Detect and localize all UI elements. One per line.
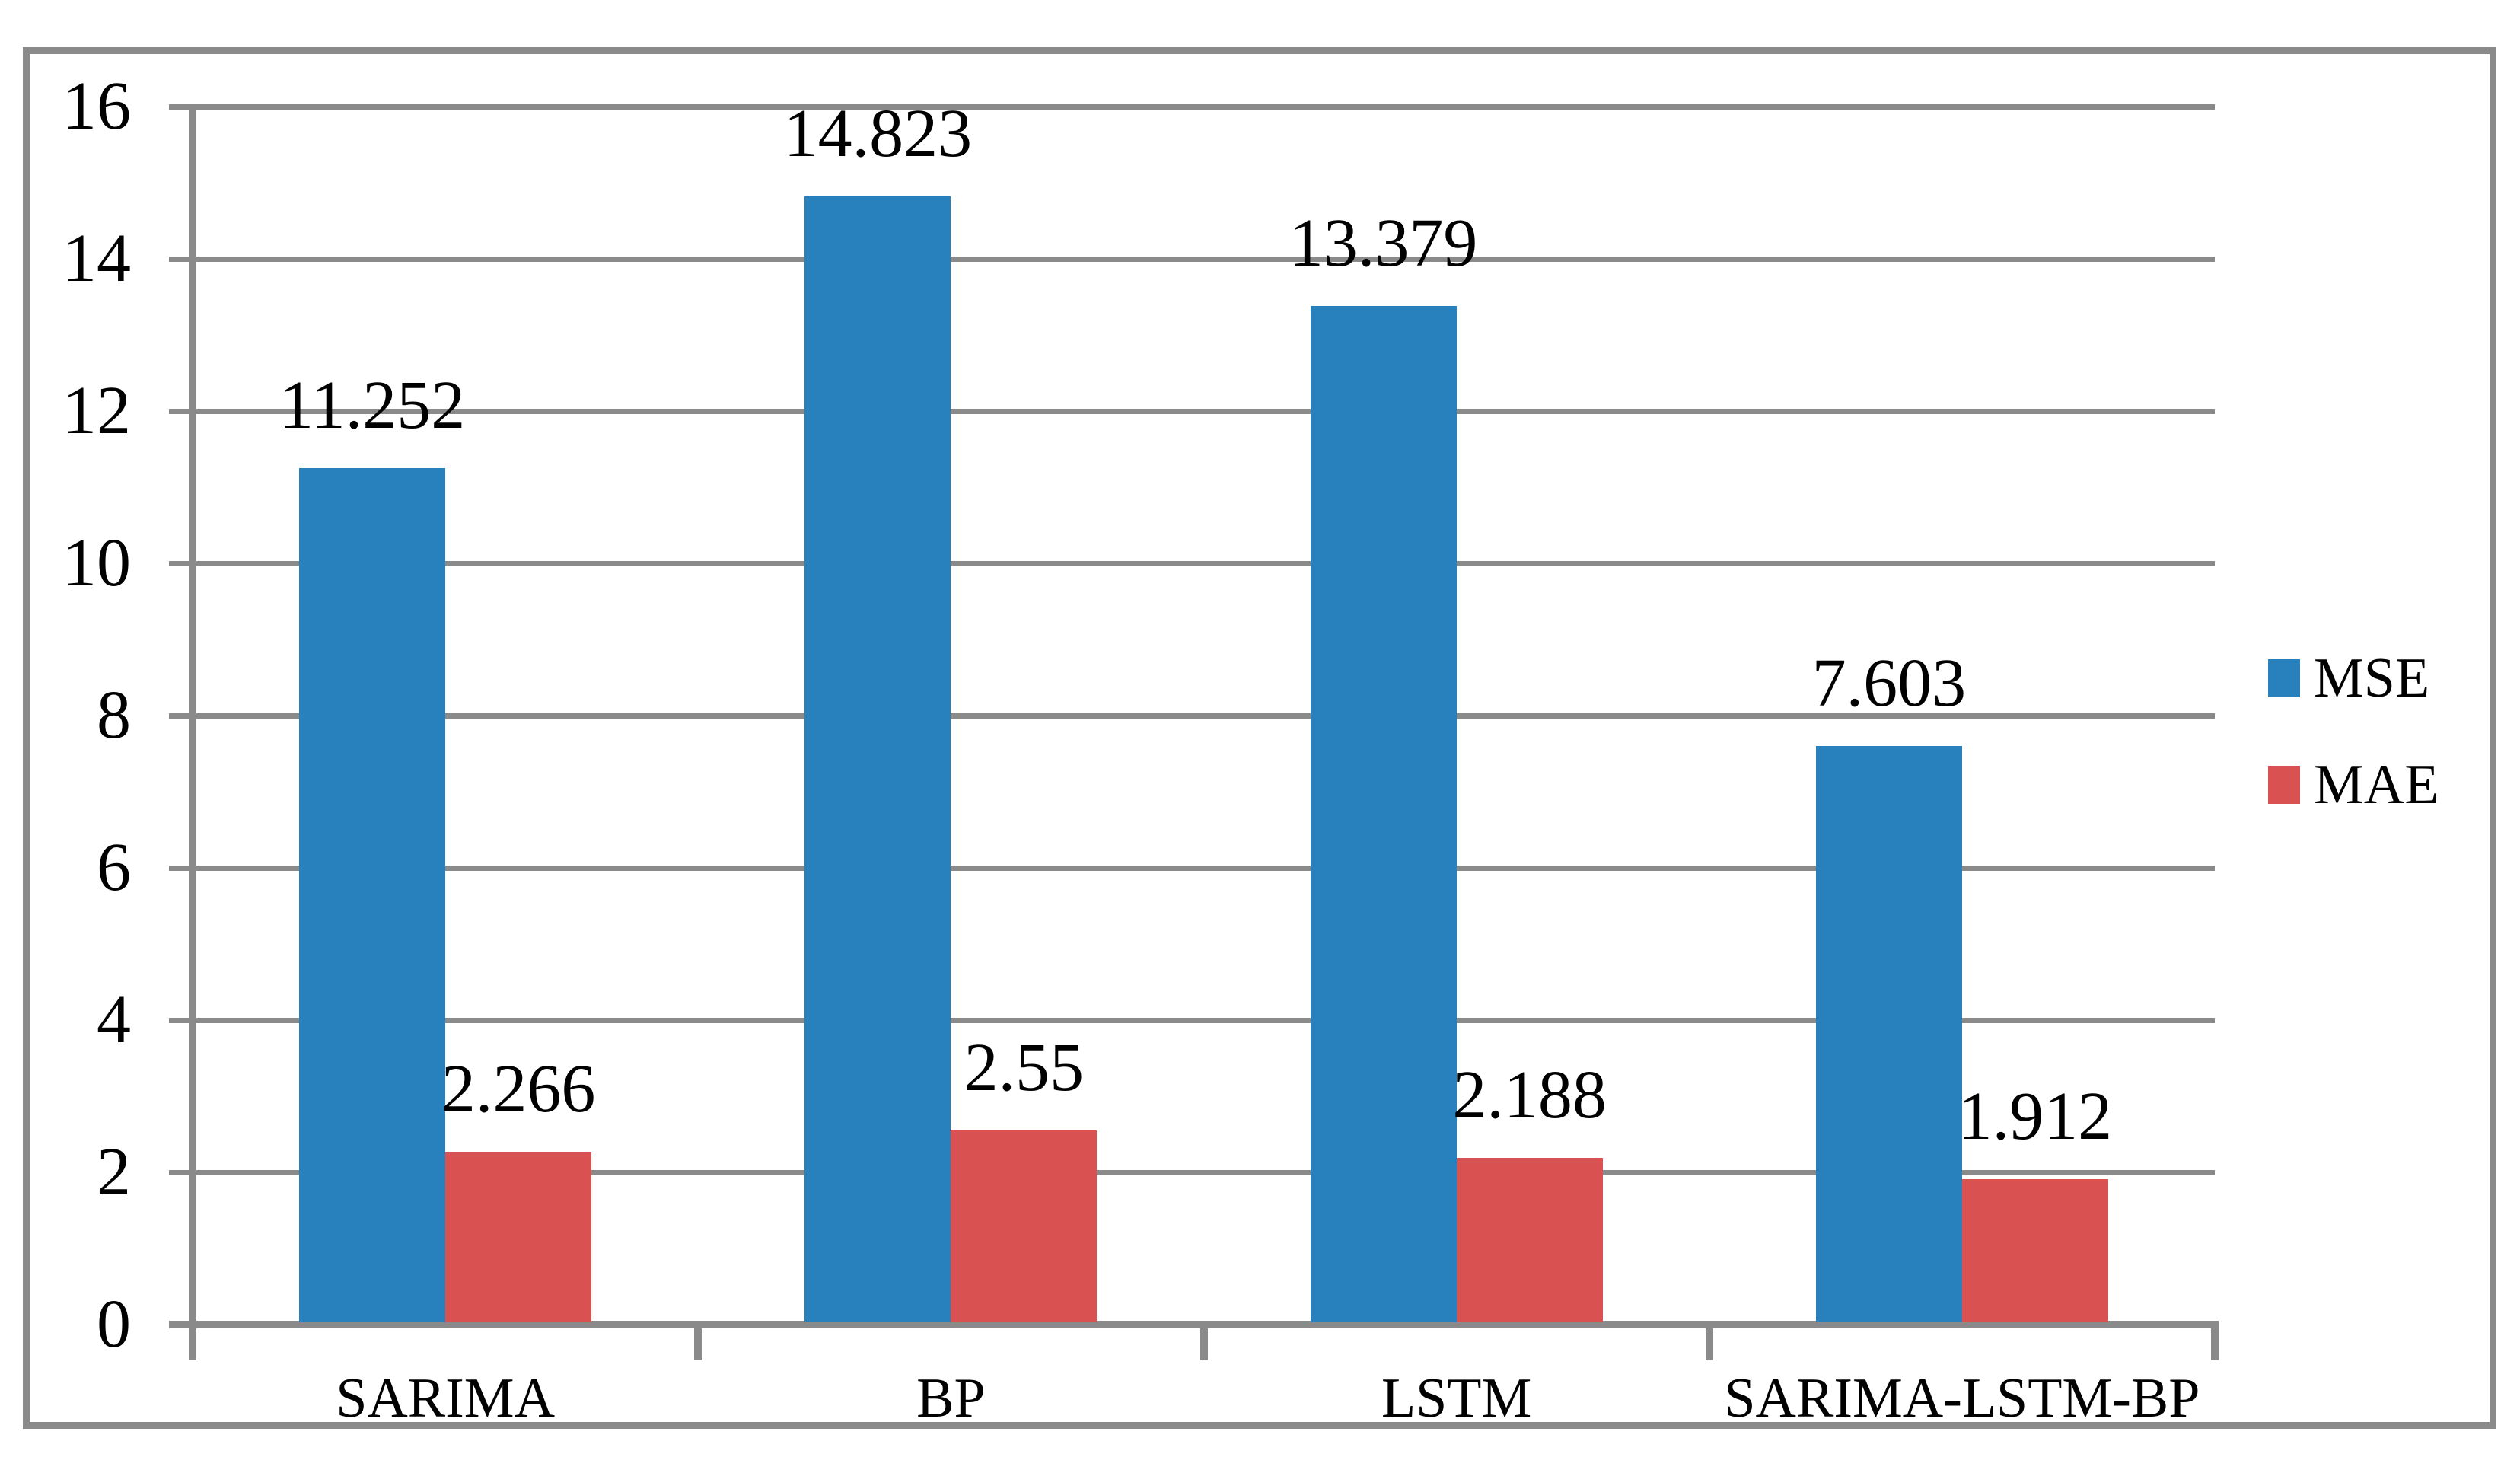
x-axis-tick-3	[1705, 1321, 1713, 1360]
x-axis-tick-2	[1199, 1321, 1208, 1360]
x-axis-line	[169, 1321, 2215, 1328]
value-label-mse-lstm: 13.379	[1289, 206, 1478, 282]
bar-mae-sarima-lstm-bp	[1961, 1178, 2108, 1322]
gridline-y8	[169, 713, 2215, 719]
y-axis-line	[189, 107, 196, 1328]
y-tick-label-4: 4	[97, 982, 131, 1057]
gridline-y2	[169, 1170, 2215, 1175]
x-axis-tick-1	[694, 1321, 702, 1360]
value-label-mae-sarima-lstm-bp: 1.912	[1958, 1078, 2113, 1154]
value-label-mse-bp: 14.823	[783, 95, 973, 171]
bar-mse-sarima-lstm-bp	[1815, 745, 1962, 1322]
gridline-y16	[169, 104, 2215, 110]
x-axis-tick-4	[2211, 1321, 2219, 1360]
y-tick-label-0: 0	[97, 1286, 131, 1362]
figure-border	[23, 47, 2496, 1429]
y-tick-label-14: 14	[62, 221, 131, 296]
legend: MSE MAE	[2268, 0, 2519, 1457]
bar-mse-bp	[804, 196, 951, 1322]
y-tick-label-12: 12	[62, 373, 131, 448]
gridline-y10	[169, 561, 2215, 566]
legend-label-mae: MAE	[2314, 754, 2439, 816]
value-label-mse-sarima: 11.252	[279, 367, 466, 443]
x-axis-tick-0	[189, 1321, 196, 1360]
gridline-y14	[169, 257, 2215, 262]
category-label-sarima: SARIMA	[336, 1367, 556, 1430]
mse-swatch-icon	[2268, 659, 2300, 697]
y-tick-label-10: 10	[62, 525, 131, 601]
bar-mse-sarima	[299, 467, 446, 1322]
legend-row-mse: MSE	[2268, 647, 2430, 709]
gridline-y12	[169, 409, 2215, 414]
category-label-bp: BP	[916, 1367, 986, 1430]
category-label-sarima-lstm-bp: SARIMA-LSTM-BP	[1724, 1367, 2200, 1430]
value-label-mae-lstm: 2.188	[1452, 1057, 1607, 1133]
y-tick-label-6: 6	[97, 830, 131, 905]
gridline-y4	[169, 1018, 2215, 1023]
bar-mae-bp	[951, 1130, 1098, 1322]
y-tick-label-16: 16	[62, 69, 131, 144]
legend-label-mse: MSE	[2314, 647, 2430, 709]
legend-row-mae: MAE	[2268, 754, 2439, 816]
value-label-mae-bp: 2.55	[964, 1030, 1085, 1105]
value-label-mae-sarima: 2.266	[441, 1051, 596, 1127]
bar-mse-lstm	[1310, 306, 1457, 1322]
value-label-mse-sarima-lstm-bp: 7.603	[1811, 645, 1967, 721]
y-tick-label-2: 2	[97, 1134, 131, 1210]
gridline-y6	[169, 866, 2215, 871]
bar-mae-lstm	[1456, 1158, 1603, 1322]
category-label-lstm: LSTM	[1381, 1367, 1532, 1430]
mae-swatch-icon	[2268, 766, 2300, 804]
y-tick-label-8: 8	[97, 677, 131, 753]
bar-mae-sarima	[445, 1152, 592, 1322]
